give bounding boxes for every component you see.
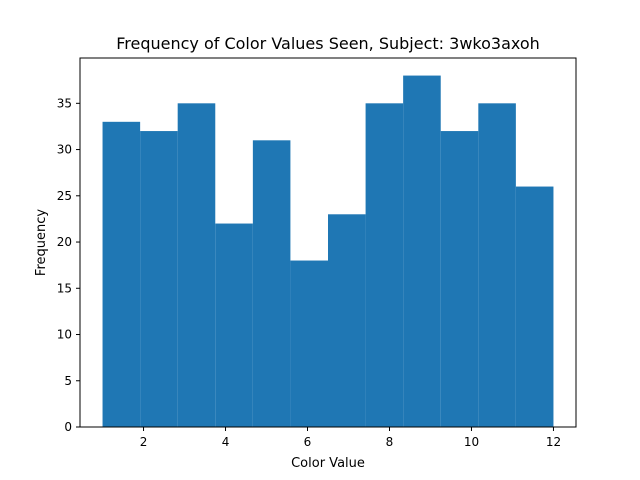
x-axis-label: Color Value xyxy=(291,456,365,471)
plot-frame xyxy=(79,57,577,428)
histogram-bar xyxy=(177,103,216,427)
x-axis-ticks: 2 4 6 8 10 12 xyxy=(140,427,561,449)
y-tick-label: 10 xyxy=(57,328,72,342)
y-axis-label: Frequency xyxy=(34,209,49,276)
y-tick-label: 5 xyxy=(64,374,72,388)
x-tick-label: 6 xyxy=(304,435,312,449)
histogram-bar xyxy=(252,140,291,427)
x-tick-label: 4 xyxy=(222,435,230,449)
y-tick-label: 25 xyxy=(57,189,72,203)
histogram-bar xyxy=(140,131,178,427)
histogram-bar xyxy=(365,103,404,427)
histogram-bar xyxy=(102,121,141,428)
histogram-bar xyxy=(290,260,328,427)
x-tick-label: 8 xyxy=(386,435,394,449)
histogram-bar xyxy=(328,214,366,427)
y-tick-label: 15 xyxy=(57,281,72,295)
x-tick-label: 12 xyxy=(546,435,561,449)
y-tick-label: 30 xyxy=(57,143,72,157)
histogram-bar xyxy=(403,75,441,428)
chart-title: Frequency of Color Values Seen, Subject:… xyxy=(116,34,540,53)
y-tick-label: 0 xyxy=(64,420,72,434)
histogram-bar xyxy=(440,131,479,427)
histogram-bar xyxy=(215,223,253,427)
y-tick-label: 20 xyxy=(57,235,72,249)
x-tick-label: 2 xyxy=(140,435,148,449)
histogram-bar xyxy=(515,186,554,427)
y-axis-ticks: 0 5 10 15 20 25 30 35 xyxy=(57,96,80,434)
bars-group xyxy=(102,75,554,428)
y-tick-label: 35 xyxy=(57,96,72,110)
x-tick-label: 10 xyxy=(464,435,479,449)
histogram-bar xyxy=(478,103,516,427)
